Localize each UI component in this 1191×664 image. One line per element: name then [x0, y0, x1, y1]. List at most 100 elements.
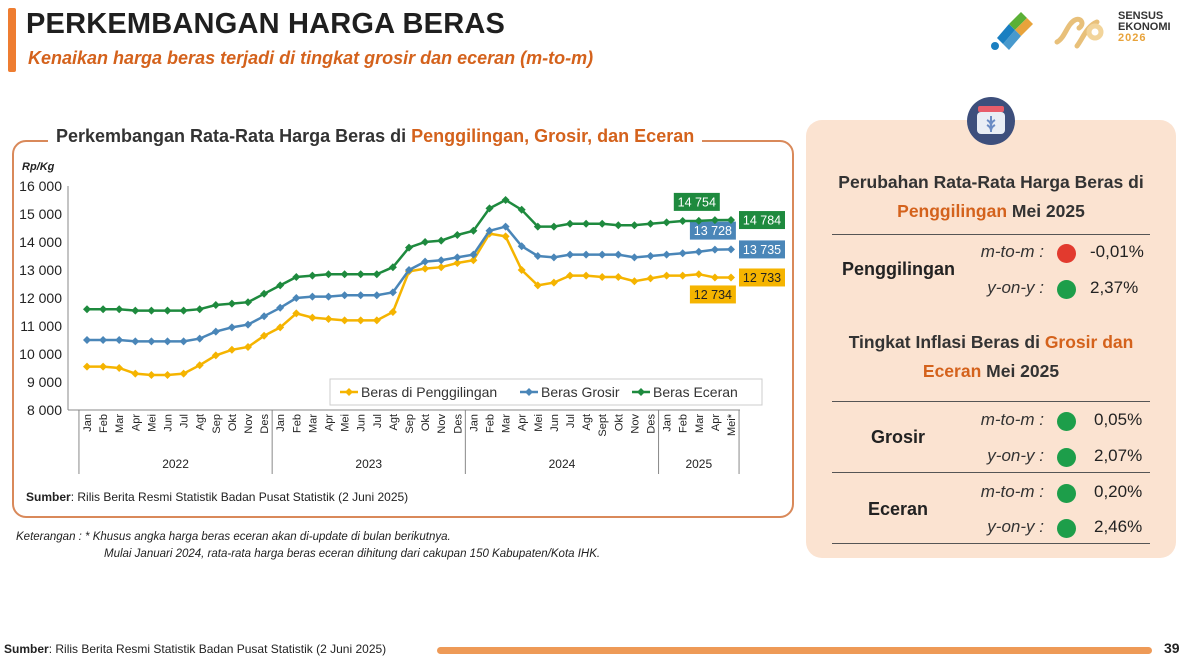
data-point-grosir	[421, 257, 430, 266]
logo-text: SENSUS EKONOMI 2026	[1118, 11, 1171, 44]
data-point-eceran	[614, 221, 623, 230]
panel-heading2-rest: Mei 2025	[981, 361, 1060, 381]
eceran-yony-value: 2,46%	[1094, 517, 1143, 536]
data-point-penggilingan	[710, 273, 719, 282]
x-tick-label: Feb	[98, 414, 110, 433]
panel-heading2-line1: Tingkat Inflasi Beras di Grosir dan	[806, 328, 1176, 357]
x-tick-label: Okt	[227, 414, 239, 431]
rice-bowl-icon	[967, 97, 1015, 145]
x-tick-label: Mar	[501, 414, 513, 433]
panel-heading1-highlight: Penggilingan	[897, 201, 1008, 221]
data-point-eceran	[566, 219, 574, 228]
legend-entry: Beras Grosir	[541, 384, 620, 400]
data-point-penggilingan	[131, 369, 140, 378]
data-point-penggilingan	[614, 273, 623, 281]
data-point-grosir	[662, 250, 671, 259]
group-label-eceran: Eceran	[868, 499, 929, 519]
panel-heading-penggilingan: Perubahan Rata-Rata Harga Beras di Pengg…	[806, 168, 1176, 226]
data-point-grosir	[566, 250, 574, 259]
data-point-penggilingan	[517, 266, 526, 274]
data-point-penggilingan	[227, 345, 236, 354]
data-point-grosir	[598, 250, 607, 259]
data-point-eceran	[324, 270, 333, 279]
data-point-grosir	[405, 266, 413, 274]
x-tick-label: Sept	[597, 414, 609, 437]
x-tick-label: Apr	[324, 414, 336, 431]
data-point-eceran	[710, 216, 719, 225]
data-point-eceran	[598, 219, 607, 228]
x-tick-label: Jan	[82, 414, 94, 432]
panel-heading-inflasi: Tingkat Inflasi Beras di Grosir dan Ecer…	[806, 328, 1176, 386]
data-point-grosir	[727, 245, 735, 254]
data-point-penggilingan	[147, 371, 156, 379]
x-tick-label: Feb	[291, 414, 303, 433]
x-tick-label: Jun	[163, 414, 175, 432]
data-point-grosir	[260, 312, 269, 321]
metric-label: m-to-m :	[980, 410, 1044, 429]
divider	[832, 543, 1150, 544]
data-point-grosir	[533, 252, 542, 260]
data-point-penggilingan	[437, 263, 446, 272]
legend-box	[329, 378, 763, 406]
data-label-box-eceran	[673, 192, 720, 211]
x-tick-label: Jul	[179, 414, 191, 428]
data-label-penggilingan: 12 734	[694, 288, 732, 302]
data-point-penggilingan	[340, 316, 349, 325]
data-point-eceran	[115, 305, 124, 314]
data-point-grosir	[356, 291, 365, 300]
data-label-grosir: 13 728	[694, 224, 732, 238]
penggilingan-yony-value: 2,37%	[1090, 278, 1139, 297]
x-tick-label: Sep	[211, 414, 223, 434]
data-point-penggilingan	[356, 316, 365, 325]
data-point-grosir	[646, 252, 655, 260]
x-tick-label: Mei	[340, 414, 352, 432]
footer-source-label: Sumber	[4, 642, 49, 656]
x-tick-label: Mei*	[726, 413, 738, 436]
year-label: 2023	[355, 457, 382, 471]
data-point-eceran	[421, 238, 430, 246]
data-label-box-penggilingan	[739, 268, 785, 287]
divider	[832, 234, 1150, 235]
data-point-eceran	[163, 306, 172, 315]
data-point-eceran	[549, 222, 558, 231]
data-point-eceran	[131, 306, 140, 315]
data-point-grosir	[437, 256, 446, 265]
data-point-grosir	[453, 253, 462, 262]
data-label-grosir: 13 735	[743, 243, 781, 257]
group-label-grosir: Grosir	[871, 427, 926, 447]
data-point-penggilingan	[533, 281, 542, 290]
logo-text-year: 2026	[1118, 32, 1147, 44]
data-label-eceran: 14 784	[743, 214, 781, 228]
footer-source-text: : Rilis Berita Resmi Statistik Badan Pus…	[48, 642, 387, 656]
data-point-eceran	[453, 231, 462, 239]
data-point-grosir	[292, 294, 301, 302]
x-tick-label: Feb	[678, 414, 690, 433]
page-number: 39	[1164, 640, 1180, 656]
data-point-eceran	[582, 219, 591, 228]
data-point-eceran	[276, 281, 285, 290]
data-point-grosir	[147, 337, 156, 346]
data-point-grosir	[582, 250, 591, 259]
y-tick-label: 11 000	[20, 318, 62, 334]
data-point-penggilingan	[549, 278, 558, 287]
sensus-ekonomi-logo-icon	[991, 12, 1104, 50]
x-tick-label: Apr	[517, 414, 529, 431]
legend-swatch-marker	[637, 388, 645, 396]
arrow-up-icon	[1057, 448, 1076, 467]
data-label-box-grosir	[739, 240, 785, 259]
chart-title-prefix: Perkembangan Rata-Rata Harga Beras di	[56, 126, 412, 146]
x-tick-label: Mar	[114, 414, 126, 433]
divider	[832, 401, 1150, 402]
x-tick-label: Jul	[372, 414, 384, 428]
data-point-penggilingan	[469, 256, 478, 265]
x-tick-label: Mei	[533, 414, 545, 432]
x-tick-label: Jul	[565, 414, 577, 428]
year-label: 2024	[549, 457, 576, 471]
panel-heading2-highlight2: Eceran	[922, 361, 982, 381]
x-tick-label: Apr	[710, 414, 722, 431]
y-tick-label: 14 000	[19, 234, 62, 250]
data-point-grosir	[388, 288, 397, 297]
y-tick-label: 16 000	[19, 178, 62, 194]
data-point-eceran	[179, 306, 188, 315]
x-tick-label: Des	[452, 414, 464, 434]
